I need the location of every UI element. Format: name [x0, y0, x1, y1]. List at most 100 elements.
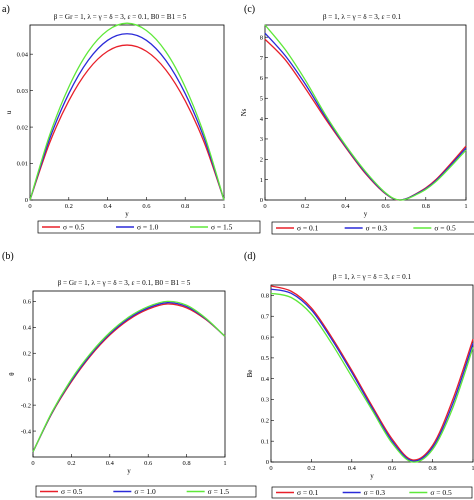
- legend-box: [271, 486, 473, 499]
- x-tick-label: 0: [31, 460, 34, 467]
- parameter-title: β = Gr = 1, λ = γ = δ = 3, ε = 0.1, B0 =…: [54, 13, 187, 21]
- legend-entry: σ = 1.0: [134, 487, 156, 496]
- y-tick-label: 0.02: [17, 124, 28, 131]
- x-tick-label: 0: [263, 203, 266, 210]
- parameter-title: β = Gr = 1, λ = γ = δ = 3, ε = 0.1, B0 =…: [58, 279, 191, 287]
- y-tick-label: 0.8: [261, 293, 269, 300]
- x-tick-label: 0.2: [307, 465, 315, 472]
- legend-entry: σ = 0.5: [434, 224, 456, 233]
- y-axis-label: u: [5, 110, 13, 114]
- plot-frame: [264, 24, 467, 201]
- series-line-0: [29, 44, 225, 201]
- x-tick-label: 1: [223, 460, 226, 467]
- legend-entry: σ = 1.5: [211, 223, 233, 232]
- y-tick-label: 0.1: [261, 438, 269, 445]
- x-axis-label: y: [364, 210, 368, 218]
- y-tick-label: 0.3: [261, 397, 269, 404]
- panel-label: a): [2, 4, 10, 15]
- x-tick-label: 0.8: [181, 203, 189, 210]
- panel-1: (c) β = 1, λ = γ = δ = 3, ε = 0.1 0 0.2 0.4 0…: [240, 4, 474, 235]
- series-line-1: [29, 33, 225, 201]
- y-tick-label: 6: [260, 75, 264, 82]
- x-tick-label: 0: [269, 465, 272, 472]
- y-axis-label: θ: [8, 372, 16, 376]
- plot-frame: [270, 284, 474, 463]
- x-axis-label: y: [370, 472, 374, 480]
- panel-label: (d): [244, 251, 256, 262]
- x-tick-label: 0.6: [388, 465, 397, 472]
- y-tick-label: 0.2: [23, 350, 31, 357]
- legend-entry: σ = 1.0: [137, 223, 159, 232]
- legend-box: [271, 221, 474, 235]
- x-tick-label: 1: [471, 465, 474, 472]
- panel-2: (b) β = Gr = 1, λ = γ = δ = 3, ε = 0.1, B…: [2, 251, 257, 498]
- x-tick-label: 0.8: [183, 460, 191, 467]
- legend-entry: σ = 0.1: [297, 224, 319, 233]
- x-tick-label: 1: [464, 203, 467, 210]
- panel-3: (d) β = 1, λ = γ = δ = 3, ε = 0.1 0 0.2 0.4 0…: [244, 251, 474, 499]
- x-axis-label: y: [127, 467, 131, 475]
- legend-entry: σ = 0.5: [61, 487, 83, 496]
- y-tick-label: 1: [260, 177, 263, 184]
- series-line-1: [32, 302, 226, 453]
- series-line-0: [32, 303, 226, 453]
- y-tick-label: -0.4: [21, 428, 32, 435]
- y-tick-label: 0.4: [23, 325, 32, 332]
- y-tick-label: 0.04: [17, 51, 29, 58]
- y-tick-label: 0.03: [17, 88, 28, 95]
- legend-entry: σ = 0.5: [63, 223, 85, 232]
- y-tick-label: 8: [260, 34, 263, 41]
- y-tick-label: 0.4: [261, 376, 270, 383]
- x-axis-label: y: [125, 210, 129, 218]
- y-tick-label: 0.7: [261, 313, 270, 320]
- y-tick-label: -0.2: [21, 402, 31, 409]
- y-tick-label: 0: [260, 197, 263, 204]
- series-line-0: [270, 285, 474, 461]
- legend-entry: σ = 0.5: [430, 488, 452, 497]
- y-tick-label: 0.6: [261, 334, 270, 341]
- x-tick-label: 0.8: [429, 465, 437, 472]
- panel-0: a) β = Gr = 1, λ = γ = δ = 3, ε = 0.1, B0…: [2, 4, 261, 234]
- y-tick-label: 0.5: [261, 355, 269, 362]
- x-tick-label: 0.4: [341, 203, 350, 210]
- legend-entry: σ = 0.1: [297, 488, 319, 497]
- y-tick-label: 4: [260, 116, 264, 123]
- y-tick-label: 0: [28, 376, 31, 383]
- parameter-title: β = 1, λ = γ = δ = 3, ε = 0.1: [333, 273, 412, 281]
- y-tick-label: 0.2: [261, 418, 269, 425]
- x-tick-label: 0.4: [104, 203, 113, 210]
- x-tick-label: 0.6: [382, 203, 391, 210]
- legend-entry: σ = 0.3: [366, 224, 388, 233]
- plot-frame: [29, 24, 225, 201]
- x-tick-label: 0.8: [422, 203, 430, 210]
- x-tick-label: 0.2: [65, 203, 73, 210]
- y-tick-label: 2: [260, 157, 263, 164]
- y-tick-label: 0: [266, 459, 269, 466]
- y-tick-label: 0.6: [23, 299, 32, 306]
- y-axis-label: Be: [246, 370, 254, 378]
- x-tick-label: 0.4: [106, 460, 115, 467]
- plot-frame: [32, 290, 226, 458]
- series-line-2: [32, 300, 226, 453]
- y-tick-label: 7: [260, 55, 264, 62]
- x-tick-label: 0.2: [67, 460, 75, 467]
- y-tick-label: 0: [25, 197, 28, 204]
- series-line-2: [264, 24, 467, 201]
- series-line-2: [29, 22, 225, 201]
- x-tick-label: 0.6: [144, 460, 153, 467]
- x-tick-label: 0: [28, 203, 31, 210]
- panel-label: (c): [244, 4, 255, 15]
- legend-box: [37, 220, 261, 234]
- series-line-1: [270, 288, 474, 462]
- parameter-title: β = 1, λ = γ = δ = 3, ε = 0.1: [323, 13, 402, 21]
- legend-box: [35, 485, 257, 498]
- series-line-2: [270, 292, 474, 463]
- x-tick-label: 1: [222, 203, 225, 210]
- y-tick-label: 3: [260, 136, 263, 143]
- x-tick-label: 0.6: [142, 203, 151, 210]
- panel-label: (b): [2, 251, 14, 262]
- legend-entry: σ = 1.5: [208, 487, 230, 496]
- x-tick-label: 0.4: [348, 465, 357, 472]
- series-line-1: [264, 32, 467, 201]
